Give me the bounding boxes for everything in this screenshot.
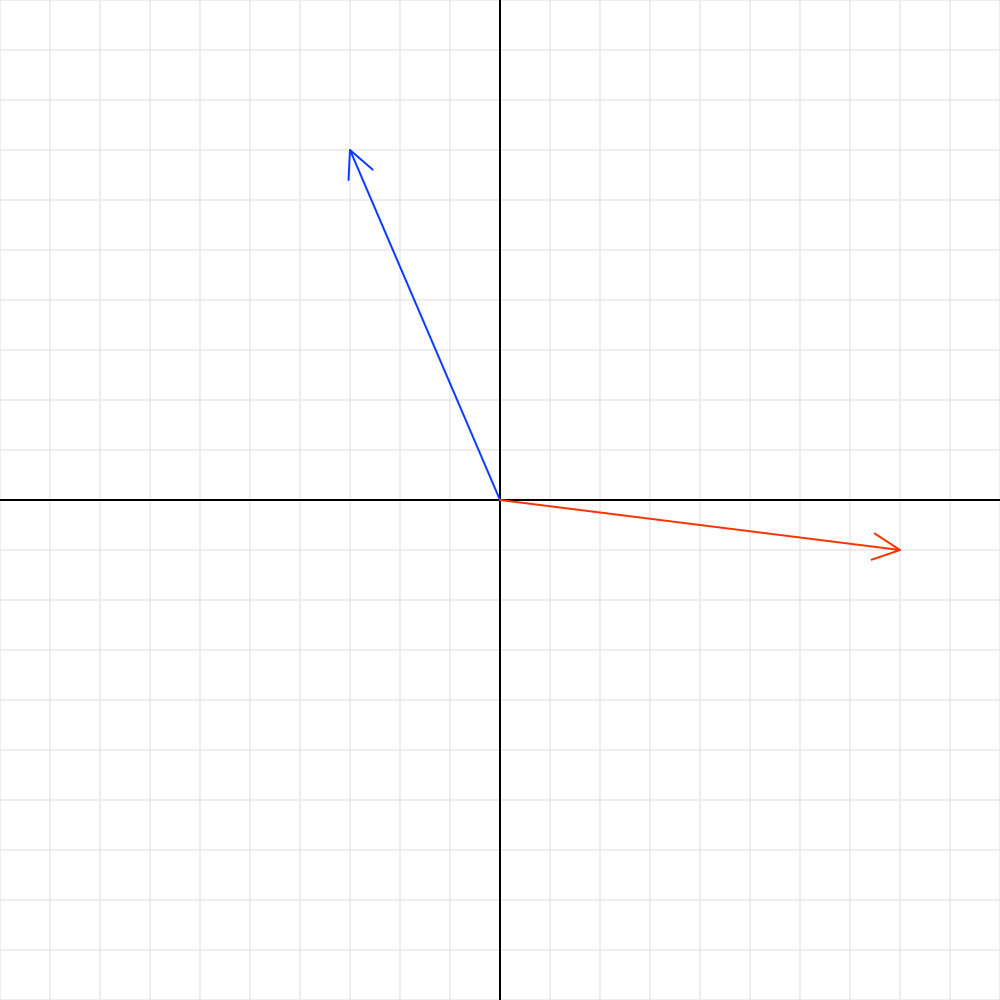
vector-blue (347, 149, 501, 501)
vector-blue-shaft (349, 149, 501, 501)
vector-red (499, 499, 901, 561)
vectors (347, 149, 901, 561)
vector-red-shaft (499, 499, 901, 551)
vector-blue-arrowhead (347, 149, 374, 181)
vector-red-arrowhead (870, 532, 901, 561)
